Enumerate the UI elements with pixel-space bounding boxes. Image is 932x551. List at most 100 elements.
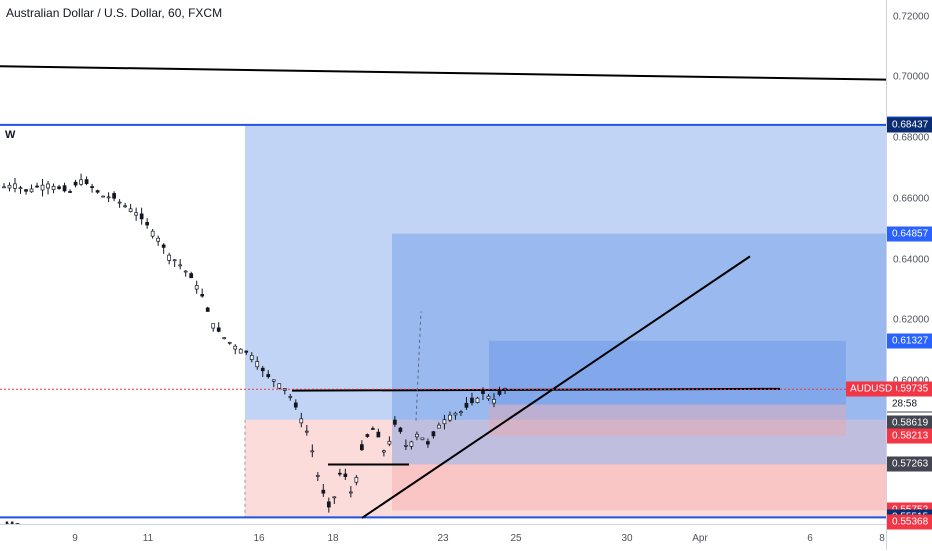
time-tick: 23 — [437, 533, 449, 544]
candle — [337, 472, 342, 475]
price-tick: 0.68000 — [893, 132, 930, 144]
candle — [62, 185, 67, 192]
weekly-level-label: W — [5, 128, 16, 141]
candle — [79, 179, 83, 185]
time-tick: Apr — [692, 533, 708, 544]
candle — [139, 213, 144, 220]
price-tag: 0.58213 — [887, 428, 932, 443]
candle — [315, 475, 320, 477]
candle — [255, 361, 260, 368]
current-price-tag: 0.59735 — [887, 381, 932, 397]
price-tick: 0.66000 — [893, 193, 930, 205]
candle — [112, 193, 116, 199]
candle — [249, 355, 254, 360]
candle — [277, 383, 282, 389]
trend-line — [361, 255, 751, 519]
candle — [194, 285, 199, 290]
candle — [420, 437, 425, 441]
candle — [475, 397, 480, 403]
candle — [415, 433, 419, 438]
candle — [128, 208, 133, 212]
candle — [343, 473, 348, 477]
candle — [492, 399, 496, 404]
drawings — [0, 65, 887, 519]
candle — [233, 345, 238, 350]
bar-countdown: 28:58 — [887, 396, 932, 412]
candle — [321, 489, 326, 494]
candle — [244, 350, 249, 353]
candle — [376, 431, 381, 438]
candle — [293, 402, 298, 408]
candle — [227, 341, 232, 344]
candle — [2, 186, 6, 189]
candle — [84, 179, 89, 184]
price-tag: 0.68437 — [887, 117, 932, 133]
candle — [431, 431, 436, 437]
candle — [398, 427, 403, 432]
candle — [161, 244, 166, 248]
time-tick: 25 — [510, 533, 522, 544]
profit-zone — [245, 124, 886, 420]
candle — [7, 184, 12, 189]
candle — [90, 186, 94, 188]
candle — [123, 205, 127, 208]
candle — [216, 327, 221, 332]
candle — [205, 307, 210, 312]
projection-arrow — [415, 311, 422, 421]
profit-zone — [392, 233, 886, 465]
candle — [497, 391, 502, 395]
candle — [178, 264, 183, 267]
candle — [95, 190, 100, 193]
candle — [360, 444, 364, 451]
candle — [145, 222, 149, 226]
candle — [304, 430, 309, 433]
candle — [156, 237, 161, 242]
candle — [437, 424, 441, 429]
candle — [354, 477, 359, 483]
candle — [404, 445, 408, 447]
candle — [393, 419, 397, 425]
candle — [486, 395, 491, 400]
trend-line — [0, 65, 887, 81]
symbol-price-tag: AUDUSD — [846, 381, 897, 397]
price-tag: 0.55368 — [887, 514, 932, 530]
price-tag: 0.61327 — [887, 333, 932, 349]
price-tag: 0.57263 — [887, 456, 932, 472]
candle — [46, 183, 50, 189]
price-tag: 0.58619 — [887, 415, 932, 431]
profit-zone — [489, 340, 846, 405]
candle — [332, 496, 337, 499]
candle — [106, 196, 111, 199]
candle — [29, 188, 34, 193]
candle — [68, 191, 72, 193]
time-axis[interactable]: 9 11 16 18 23 25 30 Apr 6 8 — [0, 524, 886, 551]
candle — [448, 414, 452, 421]
candle — [426, 441, 430, 445]
candle — [211, 323, 216, 329]
candle — [348, 491, 353, 494]
candle — [260, 367, 265, 372]
candle — [18, 187, 23, 190]
candle — [57, 186, 61, 189]
candle — [266, 374, 271, 378]
candle — [172, 259, 177, 262]
candle — [271, 379, 276, 382]
candle — [382, 450, 386, 453]
time-tick: 30 — [621, 533, 633, 544]
candle — [117, 201, 122, 204]
candle — [24, 189, 28, 192]
candle — [73, 181, 78, 186]
candle — [189, 273, 194, 279]
candle — [35, 185, 39, 188]
candle — [459, 411, 463, 414]
candle — [167, 254, 172, 261]
price-tick: 0.62000 — [893, 314, 930, 326]
candle — [13, 183, 17, 189]
time-tick: 18 — [327, 533, 339, 544]
price-tick: 0.64000 — [893, 254, 930, 266]
loss-zone — [489, 404, 846, 436]
candle — [310, 450, 315, 453]
price-axis[interactable]: 0.72000 0.70000 0.68000 0.66000 0.64000 0.620… — [886, 0, 932, 550]
